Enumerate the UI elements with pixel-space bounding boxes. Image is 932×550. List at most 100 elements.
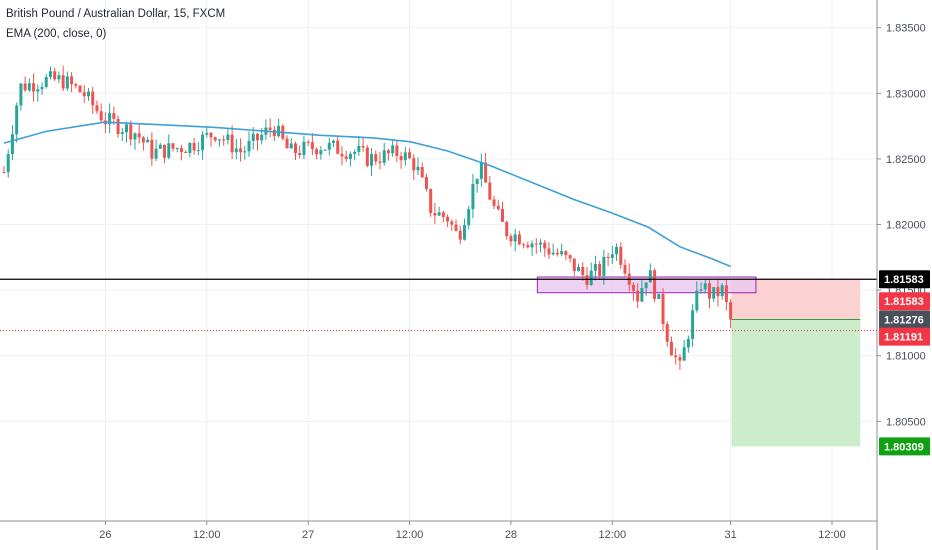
candle-body (686, 338, 690, 348)
candle-body (336, 140, 340, 154)
symbol-title[interactable]: British Pound / Australian Dollar, 15, F… (6, 8, 226, 20)
candle-body (188, 142, 192, 154)
candle-body (657, 294, 661, 299)
candle-body (222, 139, 226, 141)
price-tick-label: 1.83000 (886, 88, 926, 100)
candle-body (365, 147, 369, 166)
candle-body (163, 144, 167, 158)
candle-body (674, 355, 678, 358)
candle-body (712, 287, 716, 299)
take-profit-area (731, 318, 861, 447)
candle-body (260, 134, 264, 141)
candle-body (167, 143, 171, 158)
candle-body (644, 282, 648, 289)
candle-body (53, 71, 57, 80)
candle-body (492, 199, 496, 206)
candle-body (665, 324, 669, 342)
chart-legend: British Pound / Australian Dollar, 15, F… (6, 4, 225, 44)
candle-body (441, 212, 445, 217)
candle-body (57, 75, 61, 80)
candle-body (598, 264, 602, 276)
candle-body (462, 225, 466, 240)
candle-body (205, 132, 209, 135)
candle-body (243, 151, 247, 153)
candle-body (120, 132, 124, 134)
time-axis[interactable]: 26 12:00 27 12:00 28 12:00 31 12:00 (0, 520, 877, 541)
candle-body (272, 129, 276, 137)
price-tick-label: 1.82000 (886, 220, 926, 232)
candle-body (703, 283, 707, 290)
candle-body (315, 149, 319, 155)
candle-body (192, 142, 196, 151)
price-axis[interactable]: 1.805001.810001.815001.820001.825001.830… (876, 0, 930, 550)
candle-body (2, 172, 6, 174)
candle-body (99, 111, 103, 121)
candle-body (137, 133, 141, 138)
candle-body (196, 150, 200, 152)
entry-price-tag: 1.81191 (884, 332, 923, 344)
candle-body (551, 252, 555, 255)
candle-body (146, 139, 150, 143)
time-tick-label: 12:00 (818, 529, 846, 541)
candle-body (610, 254, 614, 258)
time-tick-label: 26 (99, 529, 111, 541)
candle-body (467, 209, 471, 226)
candle-body (158, 144, 162, 149)
candle-body (669, 341, 673, 356)
candle-body (408, 152, 412, 159)
candle-body (179, 148, 183, 153)
take-profit-price-tag: 1.80309 (884, 441, 924, 453)
ema-line (3, 121, 731, 268)
candle-body (648, 270, 652, 283)
candle-body (86, 91, 90, 97)
candle-body (370, 154, 374, 166)
candle-body (65, 76, 69, 89)
candle-body (125, 124, 129, 133)
candle-body (19, 83, 23, 106)
candle-body (255, 133, 259, 141)
candle-body (581, 266, 585, 276)
candle-body (36, 89, 40, 92)
candle-body (572, 258, 576, 272)
candle-body (319, 150, 323, 155)
last-price-tag: 1.81276 (884, 315, 924, 327)
candle-body (720, 285, 724, 297)
candle-body (374, 154, 378, 162)
candle-body (129, 124, 133, 140)
time-tick-label: 31 (724, 529, 736, 541)
candle-body (306, 141, 310, 143)
price-levels (0, 278, 877, 332)
time-tick-label: 28 (505, 529, 517, 541)
candle-body (154, 148, 158, 159)
candle-body (386, 150, 390, 154)
candle-body (707, 283, 711, 299)
candle-body (691, 310, 695, 339)
candle-body (526, 245, 530, 248)
time-tick-label: 12:00 (396, 529, 424, 541)
indicator-label[interactable]: EMA (200, close, 0) (6, 28, 107, 40)
candle-body (323, 149, 327, 151)
candle-body (357, 145, 361, 152)
candle-body (724, 285, 728, 303)
candle-body (340, 153, 344, 157)
candle-body (6, 153, 10, 173)
candle-body (695, 290, 699, 311)
candle-body (623, 264, 627, 274)
candle-body (682, 347, 686, 361)
price-tick-label: 1.81000 (886, 351, 926, 363)
candle-body (729, 302, 733, 320)
candle-body (247, 140, 251, 152)
candle-body (399, 156, 403, 161)
candle-body (619, 246, 623, 265)
candle-body (378, 161, 382, 163)
candle-body (560, 251, 564, 255)
candle-body (268, 127, 272, 130)
candle-body (543, 242, 547, 249)
candle-body (437, 212, 441, 216)
candle-body (234, 148, 238, 153)
short-position-tool[interactable] (731, 279, 861, 447)
candle-body (217, 139, 221, 141)
candle-body (201, 134, 205, 151)
candle-body (184, 152, 188, 154)
